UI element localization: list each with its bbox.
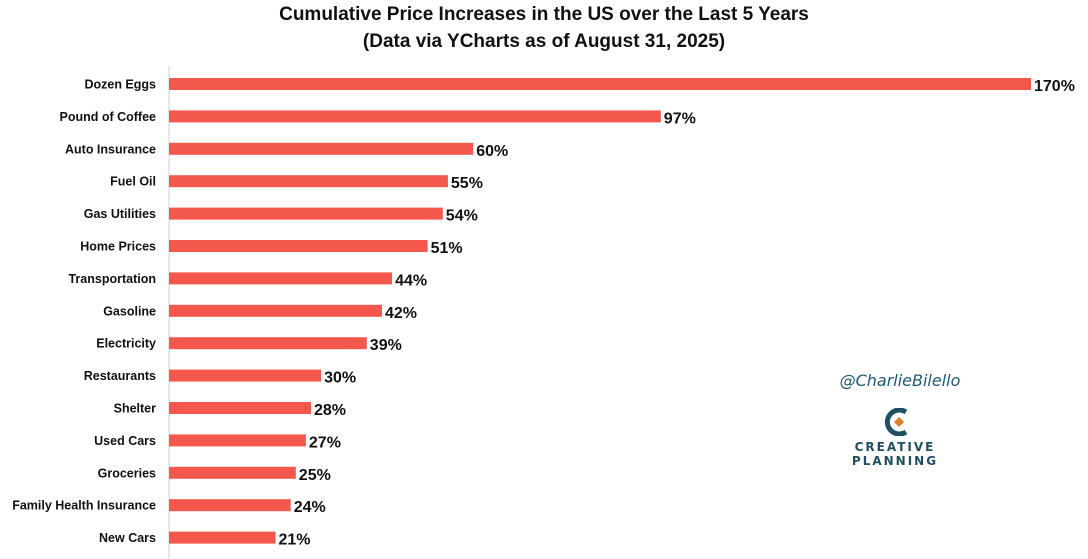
value-label: 24%: [294, 499, 326, 516]
category-label: Family Health Insurance: [12, 499, 156, 513]
category-label: Pound of Coffee: [59, 110, 156, 124]
value-label: 54%: [446, 208, 478, 225]
chart-subtitle: (Data via YCharts as of August 31, 2025): [362, 31, 726, 52]
category-label: Restaurants: [84, 369, 156, 383]
value-label: 97%: [664, 110, 696, 127]
value-label: 42%: [385, 305, 417, 322]
bar: [169, 142, 474, 155]
bar: [169, 337, 367, 350]
bar: [169, 175, 448, 188]
category-label: Gasoline: [103, 304, 156, 318]
category-label: New Cars: [99, 531, 156, 545]
category-label: Fuel Oil: [110, 175, 156, 189]
creative-planning-logo: CREATIVE PLANNING: [843, 408, 947, 468]
logo-word-planning: PLANNING: [851, 454, 939, 468]
bar: [169, 207, 443, 220]
category-label: Home Prices: [80, 240, 156, 254]
bar: [169, 110, 661, 123]
bar: [169, 466, 296, 479]
category-label: Dozen Eggs: [84, 78, 156, 92]
bar: [169, 240, 428, 252]
value-label: 25%: [299, 467, 331, 484]
category-label: Transportation: [68, 272, 156, 286]
category-label: Groceries: [98, 466, 156, 480]
bar: [169, 499, 291, 512]
bar: [169, 272, 393, 285]
category-label: Electricity: [96, 337, 156, 351]
category-label: Gas Utilities: [84, 207, 156, 221]
category-label: Shelter: [114, 402, 157, 416]
value-label: 170%: [1034, 78, 1075, 95]
logo-word-creative: CREATIVE: [854, 440, 936, 454]
value-label: 30%: [324, 370, 356, 387]
value-label: 51%: [431, 240, 463, 257]
value-label: 55%: [451, 175, 483, 192]
bar: [169, 304, 382, 317]
value-label: 27%: [309, 434, 341, 451]
value-label: 60%: [476, 143, 508, 160]
twitter-handle: @CharlieBilello: [839, 371, 961, 390]
value-label: 21%: [279, 532, 311, 549]
bar: [169, 434, 306, 447]
bar: [169, 78, 1031, 90]
category-label: Auto Insurance: [65, 142, 156, 156]
bar: [169, 531, 276, 544]
bar: [169, 402, 311, 414]
value-label: 28%: [314, 402, 346, 419]
value-label: 44%: [395, 272, 427, 289]
bar: [169, 369, 322, 382]
category-label: Used Cars: [94, 434, 156, 448]
chart-title: Cumulative Price Increases in the US ove…: [279, 4, 809, 25]
value-label: 39%: [370, 337, 402, 354]
creative-planning-logo-icon: [884, 408, 908, 436]
